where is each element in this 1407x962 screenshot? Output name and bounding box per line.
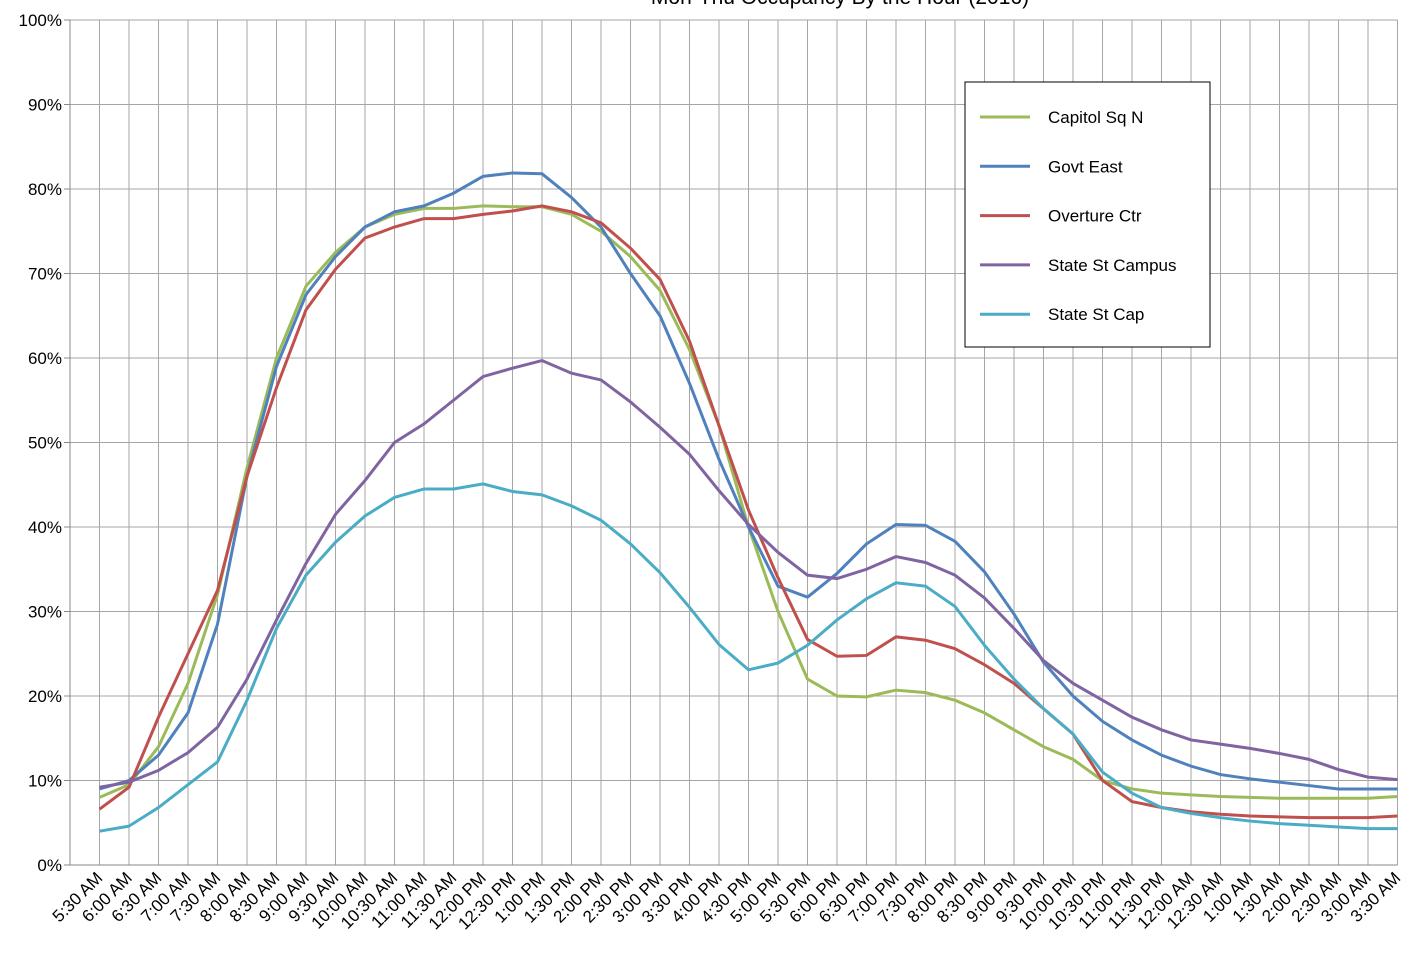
series-line <box>99 482 1398 833</box>
legend-label: State St Cap <box>1048 305 1144 324</box>
y-tick-label: 100% <box>19 11 62 30</box>
series-line <box>99 171 1398 791</box>
y-tick-label: 80% <box>28 180 62 199</box>
legend-label: Govt East <box>1048 157 1123 176</box>
y-tick-label: 40% <box>28 518 62 537</box>
y-tick-label: 50% <box>28 434 62 453</box>
y-tick-label: 10% <box>28 772 62 791</box>
y-tick-label: 60% <box>28 349 62 368</box>
y-tick-label: 20% <box>28 687 62 706</box>
y-tick-label: 70% <box>28 265 62 284</box>
y-tick-label: 90% <box>28 96 62 115</box>
legend-label: Capitol Sq N <box>1048 108 1143 127</box>
y-tick-label: 30% <box>28 603 62 622</box>
legend-label: State St Campus <box>1048 256 1177 275</box>
series-line <box>99 358 1398 789</box>
legend-label: Overture Ctr <box>1048 207 1142 226</box>
chart-title: Mon-Thu Occupancy By the Hour (2016) <box>651 0 1029 9</box>
y-tick-label: 0% <box>37 856 62 875</box>
